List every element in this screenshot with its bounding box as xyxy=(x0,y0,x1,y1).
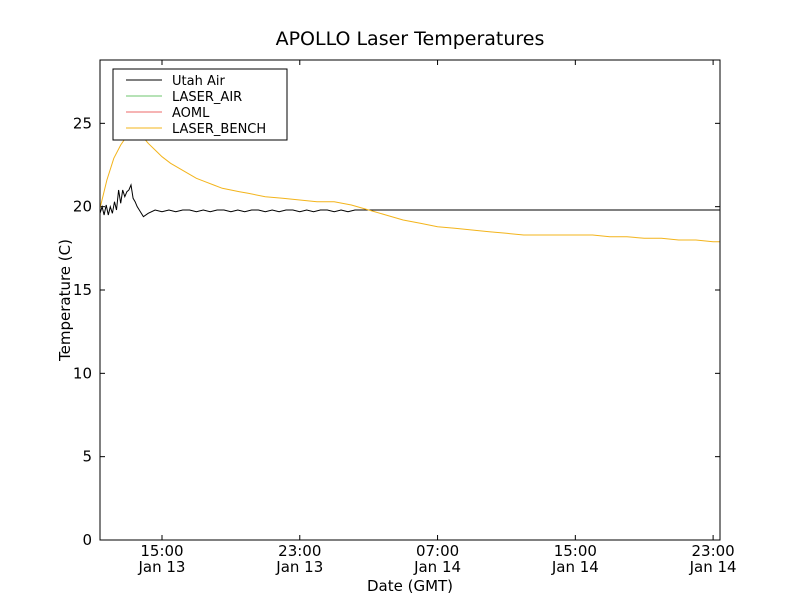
x-tick-date-label: Jan 14 xyxy=(413,558,461,576)
legend-label: LASER_BENCH xyxy=(172,122,266,137)
plot-frame xyxy=(99,59,721,541)
y-tick-label: 25 xyxy=(73,114,92,132)
x-tick-time-label: 07:00 xyxy=(416,542,459,560)
legend-label: AOML xyxy=(172,106,210,121)
x-tick-date-label: Jan 14 xyxy=(689,558,737,576)
y-tick-label: 10 xyxy=(73,364,92,382)
legend-label: Utah Air xyxy=(172,74,225,89)
x-tick-time-label: 15:00 xyxy=(140,542,183,560)
x-tick-time-label: 15:00 xyxy=(554,542,597,560)
series-line-laser-bench xyxy=(99,131,720,243)
x-tick-date-label: Jan 13 xyxy=(275,558,323,576)
legend-label: LASER_AIR xyxy=(172,90,242,105)
x-tick-time-label: 23:00 xyxy=(278,542,321,560)
x-tick-time-label: 23:00 xyxy=(691,542,734,560)
y-tick-label: 0 xyxy=(82,531,92,549)
x-tick-date-label: Jan 13 xyxy=(138,558,186,576)
y-axis-label: Temperature (C) xyxy=(56,239,74,362)
x-axis-label: Date (GMT) xyxy=(367,577,453,595)
y-tick-label: 15 xyxy=(73,281,92,299)
series-layer xyxy=(99,131,720,243)
series-line-utah-air xyxy=(99,183,720,218)
y-tick-label: 20 xyxy=(73,198,92,216)
y-tick-label: 5 xyxy=(82,448,92,466)
chart-title: APOLLO Laser Temperatures xyxy=(276,28,545,50)
x-tick-date-label: Jan 14 xyxy=(551,558,599,576)
